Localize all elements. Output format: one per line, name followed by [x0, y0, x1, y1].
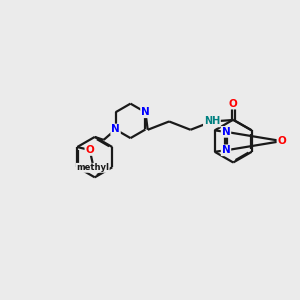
Text: methyl: methyl [76, 163, 109, 172]
Text: O: O [85, 145, 94, 155]
Text: N: N [111, 124, 120, 134]
Text: N: N [141, 107, 150, 117]
Text: N: N [222, 127, 230, 137]
Text: NH: NH [204, 116, 220, 127]
Text: N: N [222, 145, 230, 155]
Text: O: O [278, 136, 286, 146]
Text: O: O [229, 99, 238, 109]
